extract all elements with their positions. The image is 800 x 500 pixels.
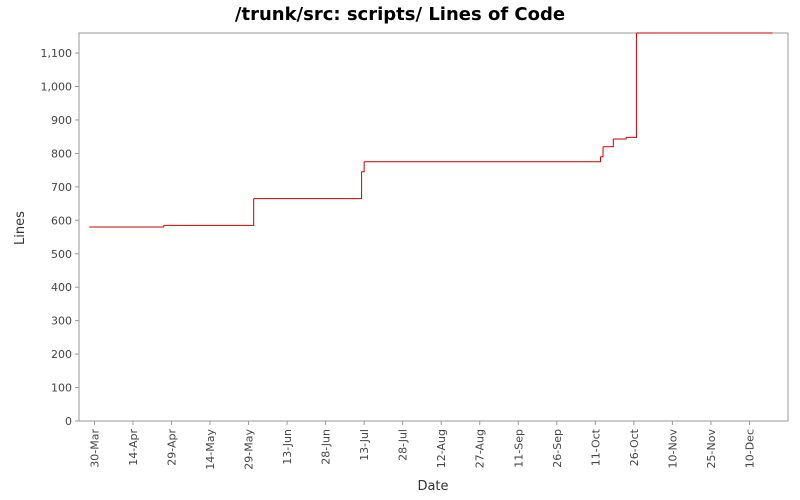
y-tick-label: 200 [51, 348, 72, 361]
line-step [600, 146, 604, 158]
x-tick-label: 30-Mar [88, 429, 101, 468]
y-tick-label: 600 [51, 214, 72, 227]
x-tick-label: 13-Jul [358, 429, 371, 461]
plot-area [78, 32, 789, 422]
x-tick-label: 14-Apr [127, 429, 140, 466]
line-step [89, 225, 165, 228]
line-step [364, 156, 601, 163]
x-tick-label: 12-Aug [435, 429, 448, 468]
x-tick-label: 13-Jun [281, 429, 294, 465]
x-axis-title: Date [417, 479, 448, 494]
x-tick-label: 10-Nov [666, 429, 679, 469]
x-tick-label: 11-Sep [512, 429, 525, 468]
x-tick-label: 29-Apr [165, 429, 178, 466]
line-step [163, 198, 255, 226]
x-tick-label: 10-Dec [743, 429, 756, 468]
x-tick-label: 26-Sep [551, 429, 564, 468]
x-tick-label: 27-Aug [474, 429, 487, 468]
x-tick-label: 26-Oct [628, 428, 641, 466]
x-tick-label: 25-Nov [705, 429, 718, 469]
y-tick-label: 900 [51, 114, 72, 127]
line-step [253, 171, 363, 200]
y-tick-label: 500 [51, 248, 72, 261]
x-tick-label: 28-Jul [397, 429, 410, 461]
x-tick-label: 29-May [243, 429, 256, 470]
y-tick-label: 1,000 [41, 81, 73, 94]
line-step [603, 139, 614, 148]
x-tick-label: 11-Oct [589, 428, 602, 466]
line-step [626, 33, 637, 138]
y-tick-label: 0 [65, 415, 72, 428]
y-axis-title: Lines [13, 211, 28, 245]
chart-title: /trunk/src: scripts/ Lines of Code [235, 4, 565, 25]
x-tick-label: 28-Jun [320, 429, 333, 465]
line-step [613, 137, 627, 140]
y-tick-label: 1,100 [41, 47, 73, 60]
x-tick-label: 14-May [204, 429, 217, 470]
line-step [361, 161, 365, 173]
y-tick-label: 300 [51, 315, 72, 328]
y-tick-label: 700 [51, 181, 72, 194]
y-tick-label: 400 [51, 281, 72, 294]
y-tick-label: 100 [51, 382, 72, 395]
y-tick-label: 800 [51, 147, 72, 160]
